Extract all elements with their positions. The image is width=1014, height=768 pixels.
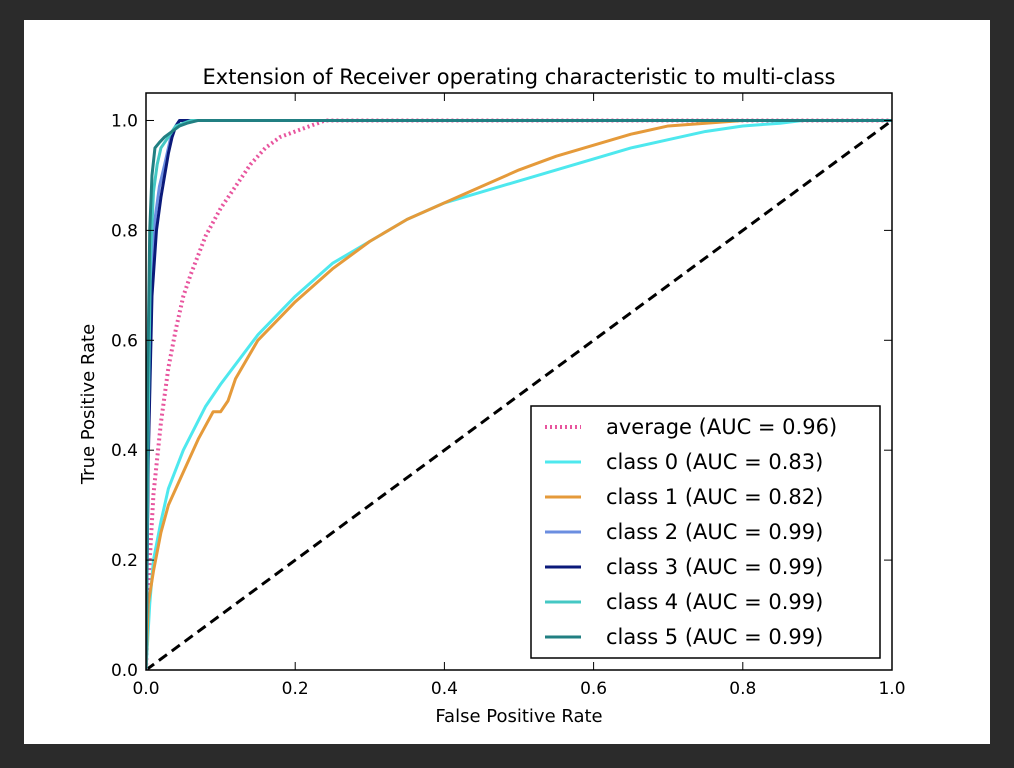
x-tick-label: 0.2 bbox=[282, 679, 309, 699]
figure: Extension of Receiver operating characte… bbox=[24, 20, 990, 744]
x-axis-title: False Positive Rate bbox=[435, 706, 602, 727]
x-tick-label: 0.6 bbox=[580, 679, 607, 699]
legend-label-1: class 0 (AUC = 0.83) bbox=[606, 450, 823, 474]
legend-box bbox=[530, 405, 881, 659]
legend-label-2: class 1 (AUC = 0.82) bbox=[606, 485, 823, 509]
legend-label-3: class 2 (AUC = 0.99) bbox=[606, 520, 823, 544]
y-tick-label: 1.0 bbox=[111, 111, 138, 131]
y-tick-label: 0.8 bbox=[111, 221, 138, 241]
series-line-2 bbox=[146, 118, 892, 670]
chart-title: Extension of Receiver operating characte… bbox=[203, 65, 836, 89]
legend-label-5: class 4 (AUC = 0.99) bbox=[606, 590, 823, 614]
y-tick-label: 0.6 bbox=[111, 331, 138, 351]
x-tick-label: 1.0 bbox=[878, 679, 905, 699]
series-line-0 bbox=[146, 118, 892, 670]
legend-label-4: class 3 (AUC = 0.99) bbox=[606, 555, 823, 579]
x-tick-label: 0.8 bbox=[729, 679, 756, 699]
y-tick-label: 0.2 bbox=[111, 551, 138, 571]
y-axis-title: True Positive Rate bbox=[78, 324, 99, 485]
y-tick-label: 0.0 bbox=[111, 661, 138, 681]
axes-frame bbox=[145, 92, 893, 671]
chance-diagonal-line bbox=[146, 119, 892, 670]
y-tick-label: 0.4 bbox=[111, 441, 138, 461]
legend: average (AUC = 0.96) class 0 (AUC = 0.83)… bbox=[530, 405, 881, 659]
roc-chart: Extension of Receiver operating characte… bbox=[78, 65, 906, 727]
x-tick-label: 0.0 bbox=[132, 679, 159, 699]
axes: 0.0 0.2 0.4 0.6 0.8 1.0 0.0 0.2 0.4 0.6 0.8 1.0 bbox=[111, 92, 906, 699]
legend-label-6: class 5 (AUC = 0.99) bbox=[606, 625, 823, 649]
series-line-6 bbox=[146, 118, 892, 670]
x-tick-label: 0.4 bbox=[431, 679, 458, 699]
legend-label-0: average (AUC = 0.96) bbox=[606, 415, 837, 439]
